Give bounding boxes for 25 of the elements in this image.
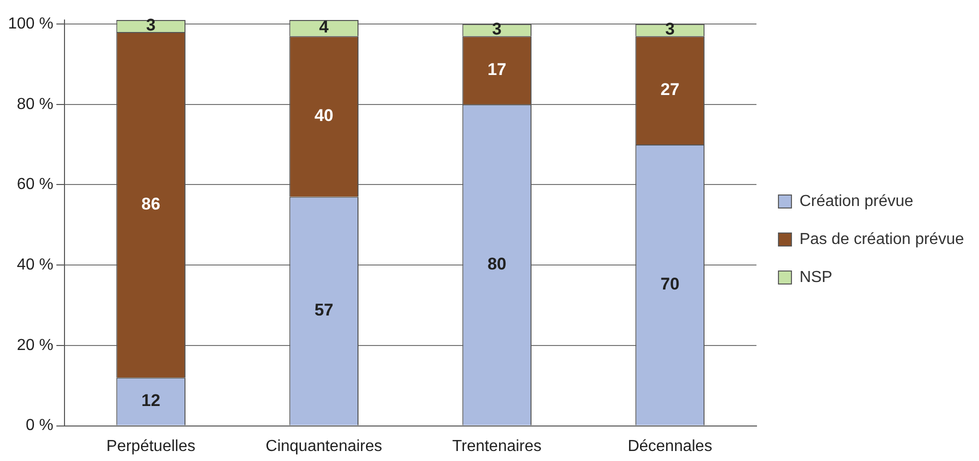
data-label: 27	[660, 80, 680, 99]
y-tick-label: 20 %	[16, 336, 54, 354]
x-tick-label: Décennales	[628, 438, 712, 455]
legend-label: NSP	[799, 268, 832, 286]
data-label: 3	[146, 16, 156, 35]
data-label: 57	[314, 300, 334, 320]
data-label: 12	[141, 391, 160, 410]
x-tick-label: Trentenaires	[452, 438, 542, 455]
data-label: 4	[319, 18, 330, 37]
legend-label: Pas de création prévue	[799, 230, 964, 248]
data-label: 17	[487, 60, 506, 79]
legend-label: Création prévue	[799, 192, 914, 210]
y-tick-label: 80 %	[16, 96, 54, 113]
data-label: 3	[492, 20, 502, 39]
data-label: 86	[141, 194, 160, 214]
y-tick-label: 100 %	[8, 15, 54, 32]
y-tick-label: 60 %	[16, 176, 54, 194]
x-tick-label: Perpétuelles	[106, 438, 196, 455]
y-tick-label: 0 %	[26, 417, 54, 434]
data-label: 3	[665, 20, 675, 39]
data-label: 70	[660, 274, 680, 294]
data-label: 40	[314, 106, 334, 126]
data-label: 80	[487, 254, 506, 274]
y-tick-label: 40 %	[16, 256, 54, 274]
x-tick-label: Cinquantenaires	[266, 438, 382, 455]
